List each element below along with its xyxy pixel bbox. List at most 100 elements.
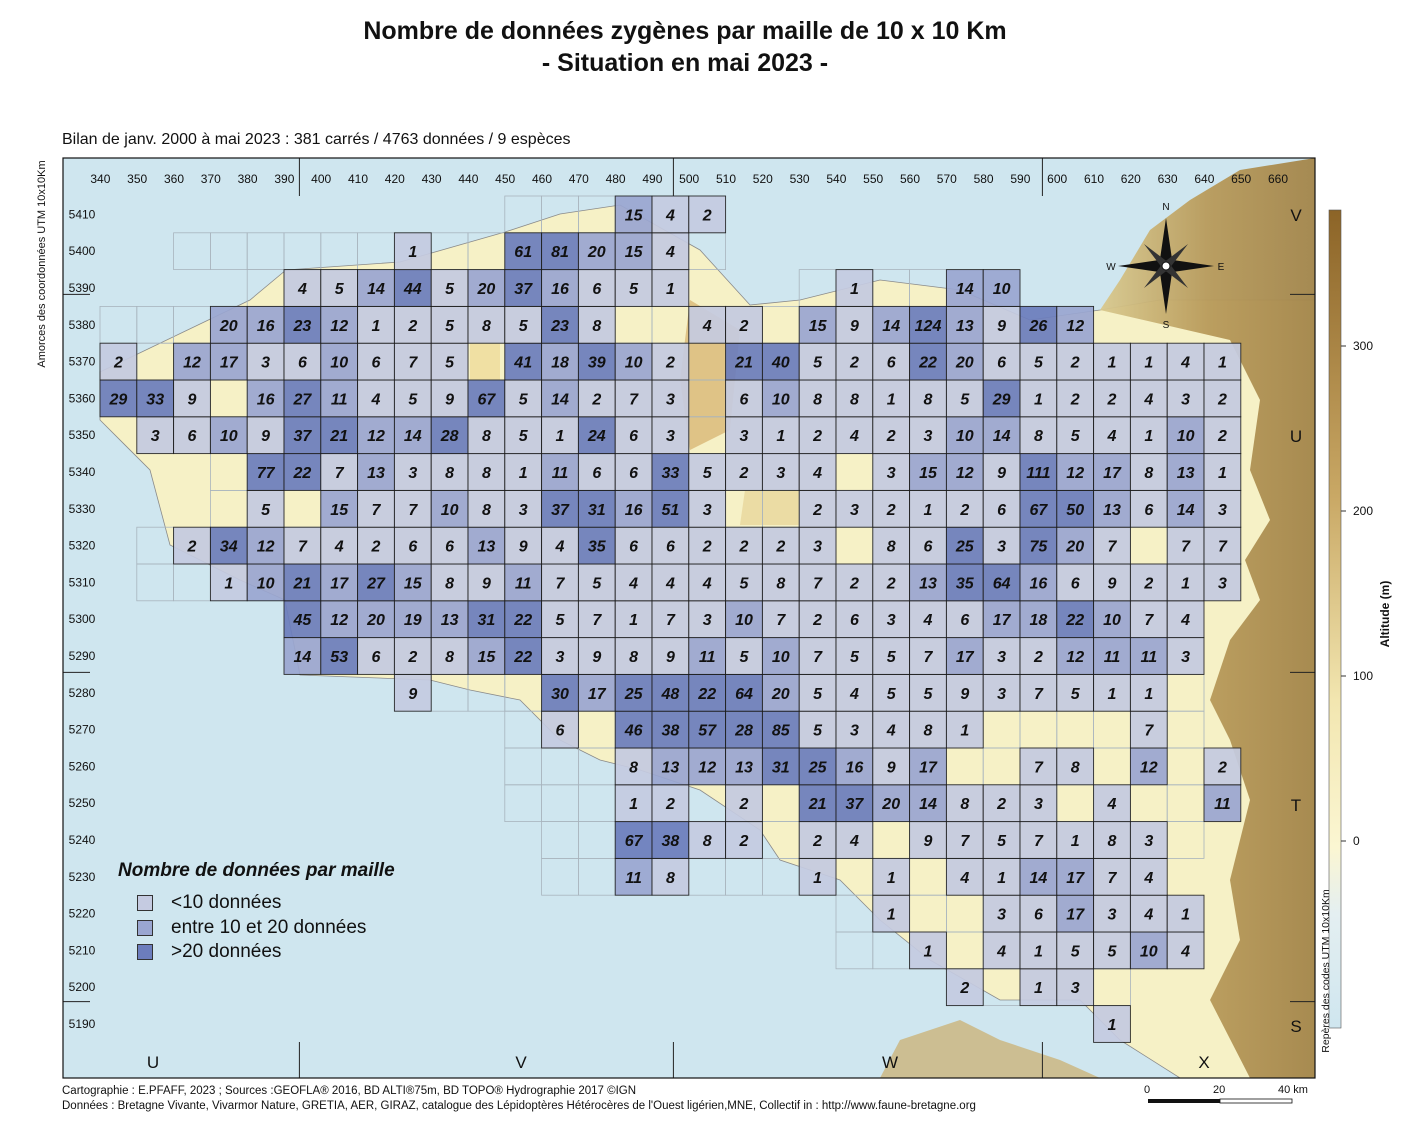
grid-cell xyxy=(835,784,874,823)
y-tick-label: 5230 xyxy=(69,870,96,884)
cell-count-label: 1 xyxy=(1034,943,1043,960)
cell-count-label: 22 xyxy=(513,612,532,629)
altitude-legend-label: Altitude (m) xyxy=(1378,580,1392,648)
grid-cell xyxy=(1203,526,1242,565)
grid-cell xyxy=(467,453,506,491)
grid-cell xyxy=(393,489,432,528)
grid-cell xyxy=(136,379,175,418)
cell-count-label: 6 xyxy=(629,428,638,445)
cell-count-label: 9 xyxy=(960,686,969,703)
grid-cell xyxy=(504,489,543,528)
cell-count-label: 2 xyxy=(849,575,859,592)
cell-count-label: 2 xyxy=(812,612,822,629)
grid-cell xyxy=(541,453,579,491)
cell-count-label: 4 xyxy=(555,539,565,556)
cell-count-label: 15 xyxy=(625,244,644,261)
grid-cell xyxy=(1129,453,1168,491)
cell-count-label: 13 xyxy=(662,759,680,776)
grid-cell xyxy=(577,526,616,565)
x-tick-label: 370 xyxy=(201,172,221,186)
y-tick-label: 5320 xyxy=(69,539,96,553)
cell-count-label: 26 xyxy=(1029,318,1048,335)
grid-cell xyxy=(541,637,579,675)
cell-count-label: 1 xyxy=(887,391,896,408)
cell-count-label: 8 xyxy=(924,391,933,408)
cell-count-label: 12 xyxy=(367,428,385,445)
grid-cell xyxy=(872,453,911,491)
cell-count-label: 6 xyxy=(372,355,381,372)
cell-count-label: 5 xyxy=(850,649,860,666)
cell-count-label: 1 xyxy=(372,318,381,335)
grid-cell xyxy=(1129,710,1168,749)
scale-label: 0 xyxy=(1144,1084,1151,1096)
cell-count-label: 3 xyxy=(997,686,1006,703)
grid-cell xyxy=(725,600,763,639)
cell-count-label: 13 xyxy=(441,612,459,629)
cell-count-label: 1 xyxy=(1108,686,1117,703)
grid-cell xyxy=(1166,894,1205,933)
x-tick-label: 580 xyxy=(974,172,994,186)
grid-cell xyxy=(1056,673,1095,712)
grid-cell xyxy=(614,673,653,712)
grid-cell xyxy=(1129,379,1168,418)
grid-cell xyxy=(1093,857,1131,896)
cell-count-label: 7 xyxy=(1034,686,1044,703)
grid-cell xyxy=(430,489,469,528)
cell-count-label: 7 xyxy=(813,649,823,666)
cell-count-label: 14 xyxy=(882,318,900,335)
cell-count-label: 8 xyxy=(445,465,454,482)
grid-cell xyxy=(1019,342,1058,381)
grid-cell xyxy=(1019,305,1058,344)
cell-count-label: 8 xyxy=(445,649,454,666)
x-tick-label: 490 xyxy=(642,172,662,186)
cell-count-label: 4 xyxy=(702,575,712,592)
cell-count-label: 30 xyxy=(551,686,569,703)
cell-count-label: 6 xyxy=(740,391,749,408)
cell-count-label: 7 xyxy=(592,612,602,629)
cell-count-label: 5 xyxy=(997,833,1007,850)
cell-count-label: 15 xyxy=(809,318,828,335)
x-tick-label: 410 xyxy=(348,172,368,186)
cell-count-label: 12 xyxy=(330,612,348,629)
cell-count-label: 40 xyxy=(771,355,790,372)
cell-count-label: 20 xyxy=(219,318,238,335)
grid-cell xyxy=(1056,453,1095,491)
cell-count-label: 10 xyxy=(735,612,753,629)
grid-cell xyxy=(357,305,395,344)
grid-cell xyxy=(872,600,911,639)
y-tick-label: 5280 xyxy=(69,686,96,700)
cell-count-label: 1 xyxy=(776,428,785,445)
grid-cell xyxy=(320,453,359,491)
cell-count-label: 2 xyxy=(739,796,749,813)
cell-count-label: 6 xyxy=(924,539,933,556)
cell-count-label: 14 xyxy=(993,428,1011,445)
cell-count-label: 17 xyxy=(220,355,239,372)
grid-cell xyxy=(651,857,690,896)
cell-count-label: 23 xyxy=(293,318,312,335)
compass-icon xyxy=(1161,261,1171,271)
cell-count-label: 7 xyxy=(1218,539,1228,556)
grid-cell xyxy=(1166,489,1205,528)
grid-cell xyxy=(1093,894,1131,933)
grid-cell xyxy=(651,416,690,455)
zone-letter-bottom: U xyxy=(147,1053,159,1072)
cell-count-label: 17 xyxy=(956,649,975,666)
grid-cell xyxy=(1019,563,1058,602)
cell-count-label: 7 xyxy=(1034,759,1044,776)
upland-patch xyxy=(470,340,500,380)
cell-count-label: 33 xyxy=(146,391,164,408)
grid-cell xyxy=(1093,784,1131,823)
grid-cell xyxy=(430,269,469,307)
grid-cell xyxy=(982,379,1021,418)
cell-count-label: 50 xyxy=(1066,502,1084,519)
grid-cell xyxy=(945,269,984,307)
y-tick-label: 5210 xyxy=(69,943,96,957)
grid-cell xyxy=(909,526,947,565)
cell-count-label: 4 xyxy=(812,465,822,482)
cell-count-label: 11 xyxy=(1140,649,1157,666)
x-tick-label: 450 xyxy=(495,172,515,186)
grid-cell xyxy=(725,673,763,712)
cell-count-label: 1 xyxy=(224,575,233,592)
grid-cell xyxy=(357,379,395,418)
